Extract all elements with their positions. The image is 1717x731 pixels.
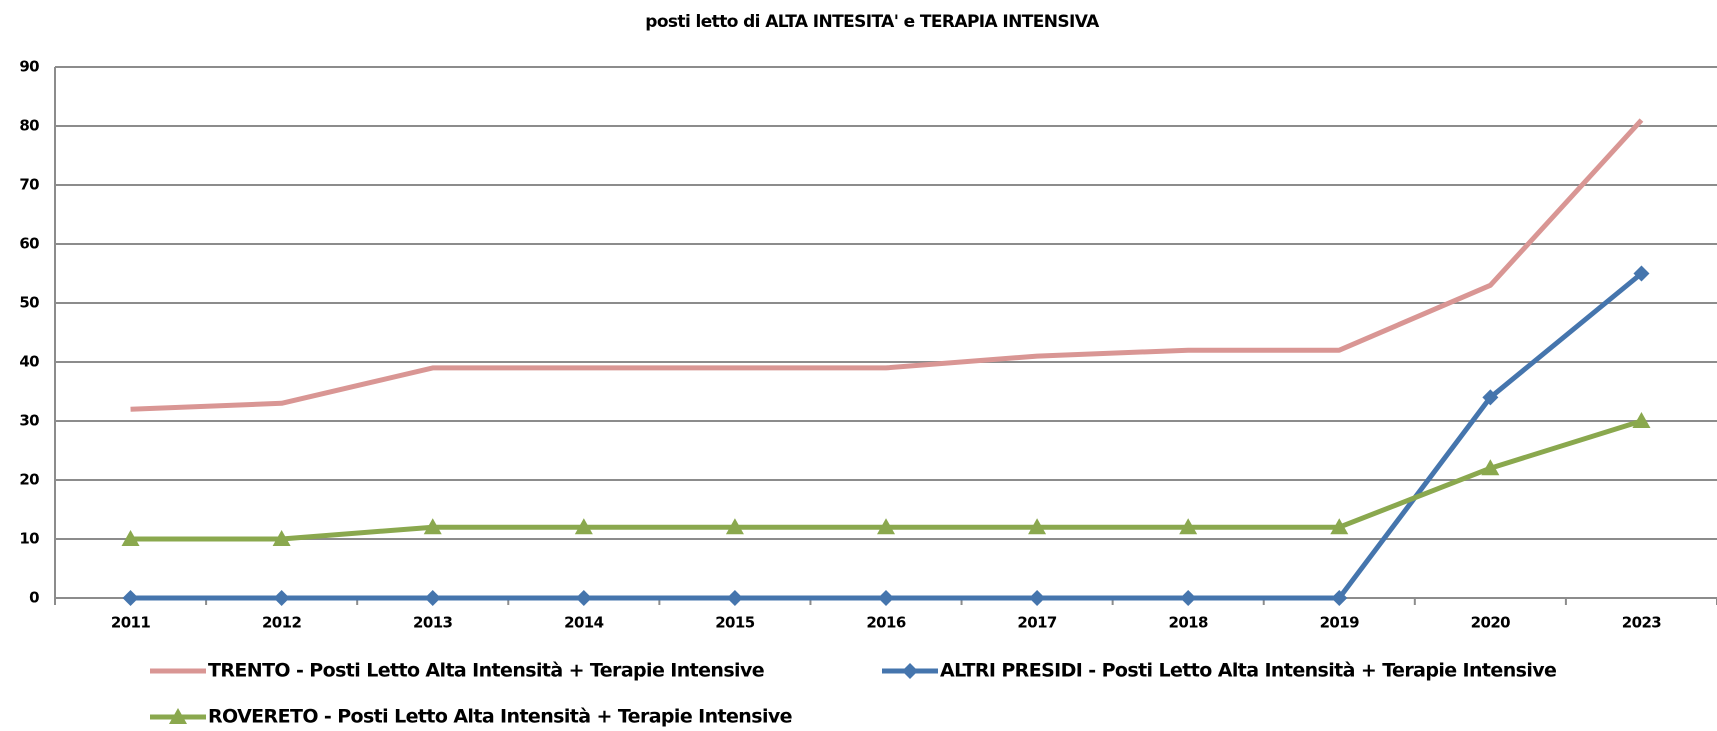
x-tick-label: 2015: [715, 614, 755, 632]
marker: [1028, 518, 1047, 535]
y-tick-label: 20: [19, 471, 39, 489]
legend-label: TRENTO - Posti Letto Alta Intensità + Te…: [208, 660, 764, 682]
marker: [1179, 518, 1198, 535]
y-tick-label: 90: [19, 58, 39, 76]
x-tick-label: 2019: [1320, 614, 1360, 632]
legend-label: ROVERETO - Posti Letto Alta Intensità + …: [208, 706, 792, 728]
marker: [1029, 590, 1046, 606]
x-tick-label: 2013: [413, 614, 453, 632]
marker: [1633, 265, 1650, 282]
y-tick-label: 30: [19, 412, 39, 430]
marker: [726, 590, 743, 606]
marker: [1481, 459, 1500, 476]
marker: [1632, 412, 1651, 428]
marker: [273, 590, 290, 606]
series-line: [130, 118, 1644, 412]
y-tick-label: 70: [19, 176, 39, 194]
x-tick-label: 2023: [1622, 614, 1662, 632]
marker: [272, 530, 291, 546]
x-tick-label: 2017: [1017, 614, 1057, 632]
marker: [575, 590, 592, 606]
marker: [1330, 518, 1349, 535]
marker: [169, 708, 187, 724]
marker: [574, 518, 593, 535]
y-tick-label: 40: [19, 353, 39, 371]
marker: [423, 518, 442, 535]
marker: [424, 590, 441, 606]
marker: [1482, 389, 1499, 406]
x-tick-label: 2014: [564, 614, 604, 632]
x-tick-label: 2011: [111, 614, 151, 632]
marker: [121, 530, 140, 546]
y-tick-label: 60: [19, 235, 39, 253]
x-tick-label: 2012: [262, 614, 302, 632]
y-tick-label: 80: [19, 117, 39, 135]
marker: [878, 590, 894, 606]
series-line: [130, 271, 1644, 601]
marker: [877, 518, 895, 535]
chart-title: posti letto di ALTA INTESITA' e TERAPIA …: [645, 12, 1100, 32]
x-tick-label: 2018: [1169, 614, 1209, 632]
y-tick-label: 10: [19, 530, 39, 548]
y-tick-label: 0: [29, 589, 39, 607]
marker: [725, 518, 744, 535]
marker: [902, 663, 918, 679]
legend-label: ALTRI PRESIDI - Posti Letto Alta Intensi…: [940, 660, 1556, 682]
x-tick-label: 2016: [866, 614, 906, 632]
marker: [122, 590, 139, 606]
y-tick-label: 50: [19, 294, 39, 312]
x-tick-label: 2020: [1471, 614, 1511, 632]
marker: [1180, 590, 1197, 606]
marker: [1331, 590, 1348, 606]
